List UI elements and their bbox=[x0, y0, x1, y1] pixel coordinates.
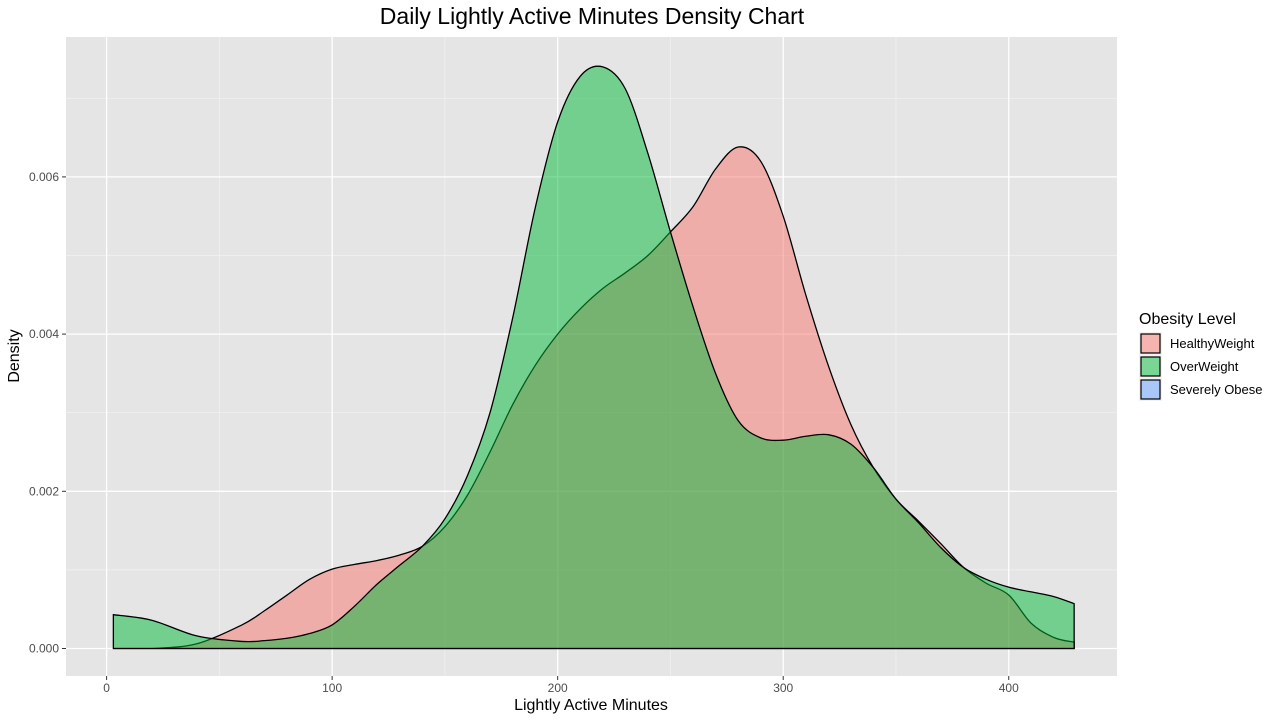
legend-items: HealthyWeight OverWeight Severely Obese bbox=[1139, 332, 1263, 401]
x-axis: 0 100 200 300 400 bbox=[103, 676, 1019, 695]
x-tick-label: 100 bbox=[322, 681, 342, 695]
legend-label: HealthyWeight bbox=[1170, 336, 1255, 351]
legend-key-swatch bbox=[1140, 356, 1161, 377]
density-area-overweight bbox=[112, 65, 1075, 650]
y-tick-label: 0.004 bbox=[29, 327, 59, 341]
y-tick-label: 0.000 bbox=[29, 641, 59, 655]
x-tick-label: 0 bbox=[103, 681, 110, 695]
density-series bbox=[112, 65, 1075, 650]
y-tick-label: 0.006 bbox=[29, 170, 59, 184]
legend-label: OverWeight bbox=[1170, 359, 1239, 374]
y-axis-title: Density bbox=[6, 329, 23, 382]
chart-title: Daily Lightly Active Minutes Density Cha… bbox=[380, 3, 805, 29]
x-tick-label: 300 bbox=[773, 681, 793, 695]
legend-key-swatch bbox=[1140, 379, 1161, 400]
legend-title: Obesity Level bbox=[1139, 311, 1236, 328]
y-tick-label: 0.002 bbox=[29, 484, 59, 498]
x-tick-label: 400 bbox=[999, 681, 1019, 695]
legend: Obesity Level HealthyWeight OverWeight Sev… bbox=[1139, 311, 1263, 401]
y-axis: 0.000 0.002 0.004 0.006 bbox=[29, 170, 66, 655]
legend-label: Severely Obese bbox=[1170, 382, 1263, 397]
x-axis-title: Lightly Active Minutes bbox=[514, 697, 668, 714]
legend-key-swatch bbox=[1140, 333, 1161, 354]
x-tick-label: 200 bbox=[548, 681, 568, 695]
